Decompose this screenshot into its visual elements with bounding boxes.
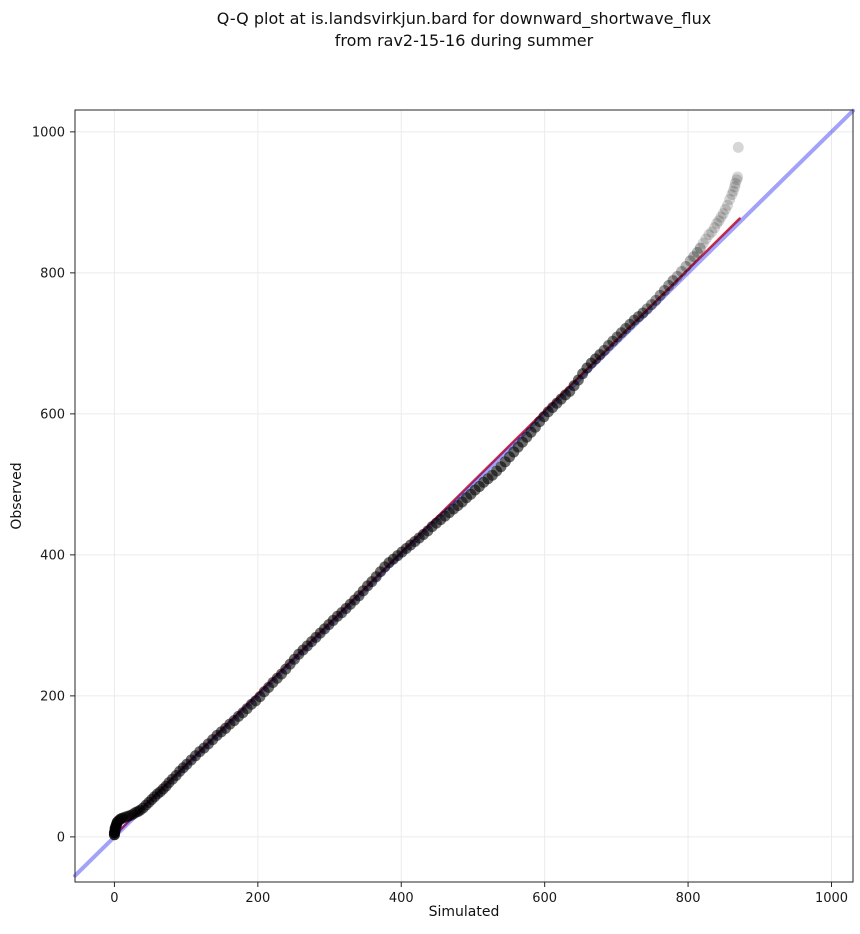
data-point xyxy=(726,189,738,201)
data-point xyxy=(688,251,700,263)
y-tick-label: 1000 xyxy=(32,125,65,140)
data-point xyxy=(722,199,734,211)
chart-title: Q-Q plot at is.landsvirkjun.bard for dow… xyxy=(75,8,853,52)
x-axis-label: Simulated xyxy=(428,904,500,920)
data-point xyxy=(684,255,696,267)
data-point xyxy=(654,289,666,301)
x-tick-label: 400 xyxy=(389,891,414,906)
data-point xyxy=(709,222,721,234)
y-tick-label: 200 xyxy=(40,689,65,704)
data-point xyxy=(724,194,736,206)
data-point xyxy=(729,181,741,193)
data-point xyxy=(663,280,675,292)
data-point xyxy=(719,203,731,215)
data-point xyxy=(637,307,649,319)
data-point xyxy=(706,226,718,238)
x-tick-label: 800 xyxy=(676,891,701,906)
y-axis-label: Observed xyxy=(9,462,25,530)
x-tick-label: 1000 xyxy=(815,891,848,906)
data-point xyxy=(713,215,725,227)
y-tick-label: 600 xyxy=(40,407,65,422)
data-point xyxy=(711,218,723,230)
data-point xyxy=(676,265,688,277)
data-point xyxy=(700,233,712,245)
data-point xyxy=(715,211,727,223)
data-point xyxy=(671,270,683,282)
data-point xyxy=(680,261,692,273)
data-point xyxy=(703,229,715,241)
data-point xyxy=(658,284,670,296)
x-tick-label: 200 xyxy=(245,891,270,906)
plot-border xyxy=(74,109,854,883)
data-point xyxy=(641,303,653,315)
chart-title-line-1: Q-Q plot at is.landsvirkjun.bard for dow… xyxy=(216,9,712,28)
data-point xyxy=(717,208,729,220)
data-point xyxy=(697,237,709,249)
data-point xyxy=(646,299,658,311)
data-point xyxy=(727,185,739,197)
data-point xyxy=(694,242,706,254)
data-point xyxy=(650,294,662,306)
y-tick-label: 800 xyxy=(40,266,65,281)
x-tick-label: 600 xyxy=(532,891,557,906)
data-point xyxy=(732,141,744,153)
data-point xyxy=(667,275,679,287)
data-point xyxy=(732,171,744,183)
data-point xyxy=(731,174,743,186)
y-tick-label: 400 xyxy=(40,548,65,563)
data-point xyxy=(729,177,741,189)
data-point xyxy=(691,246,703,258)
x-tick-label: 0 xyxy=(110,891,118,906)
y-tick-label: 0 xyxy=(57,830,65,845)
chart-title-line-2: from rav2-15-16 during summer xyxy=(334,31,594,50)
